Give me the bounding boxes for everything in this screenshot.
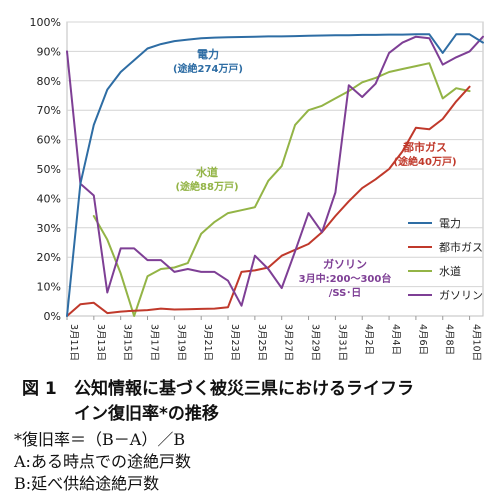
annotation-水道: 水道 [196,165,218,179]
x-tick-label: 4月8日 [444,324,455,355]
series-lines [66,33,484,317]
y-tick-label: 40% [37,192,61,205]
x-tick-label: 4月2日 [363,324,374,355]
x-tick-label: 3月23日 [229,324,240,361]
x-tick-label: 3月27日 [283,324,294,361]
annotation-都市ガス: 都市ガス [402,140,447,154]
legend-label-水道: 水道 [439,264,461,278]
annotation-電力: 電力 [197,47,219,61]
x-tick-label: 3月17日 [149,324,160,361]
annotation-都市ガス: (途絶40万戸) [393,155,456,168]
x-tick-label: 4月4日 [390,324,401,355]
x-tick-label: 3月13日 [95,324,106,361]
x-tick-label: 3月21日 [202,324,213,361]
annotation-ガソリン: ガソリン [323,257,367,271]
y-tick-label: 100% [30,16,61,29]
annotation-水道: (途絶88万戸) [175,180,238,193]
definition-b: B:延べ供給途絶戸数 [14,474,160,493]
figure-title-text1: 公知情報に基づく被災三県におけるライフラ [74,379,414,399]
x-tick-label: 3月11日 [68,324,79,361]
x-tick-label: 4月10日 [471,324,482,361]
legend-label-ガソリン: ガソリン [439,289,483,302]
formula-note: *復旧率＝（B－A）／B [14,430,186,449]
x-tick-label: 3月31日 [336,324,347,361]
definition-a: A:ある時点での途絶戸数 [14,452,191,471]
x-tick-label: 3月29日 [310,324,321,361]
figure-title-line2: イン復旧率*の推移 [74,404,219,424]
lifeline-recovery-chart: 0%10%20%30%40%50%60%70%80%90%100% 3月11日 3… [30,16,484,361]
y-tick-label: 20% [37,251,61,264]
x-tick-label: 4月6日 [417,324,428,355]
series-line-水道 [92,62,471,317]
x-axis-ticks: 3月11日 3月13日 3月15日 3月17日 3月19日 3月21日 3月23日 3月25日… [66,316,482,361]
legend-label-都市ガス: 都市ガス [439,240,483,254]
x-tick-label: 3月19日 [175,324,186,361]
series-line-電力 [66,33,484,317]
y-tick-label: 90% [37,45,61,58]
x-tick-label: 3月15日 [122,324,133,361]
figure-title-line1: 図 1 公知情報に基づく被災三県におけるライフラ [22,374,414,399]
annotation-電力: (途絶274万戸) [173,62,243,75]
series-line-ガソリン [66,35,484,307]
x-tick-label: 3月25日 [256,324,267,361]
y-tick-label: 80% [37,75,61,88]
gridlines [67,21,483,288]
figure-number: 図 1 [22,379,57,399]
y-tick-label: 10% [37,281,61,294]
annotations: 電力(途絶274万戸) 水道(途絶88万戸) 都市ガス(途絶40万戸) ガソリン3月中… [173,47,457,299]
y-tick-label: 50% [37,163,61,176]
y-tick-label: 60% [37,134,61,147]
y-tick-label: 30% [37,222,61,235]
annotation-ガソリン: /SS･日 [329,287,362,299]
series-line-都市ガス [66,85,471,317]
y-axis-ticks: 0% 10% 20% 30% 40% 50% 60% 70% 80% 90% 100% [30,16,61,323]
y-tick-label: 70% [37,104,61,117]
legend-label-電力: 電力 [439,217,461,230]
y-tick-label: 0% [44,310,61,323]
annotation-ガソリン: 3月中:200～300台 [299,272,392,285]
